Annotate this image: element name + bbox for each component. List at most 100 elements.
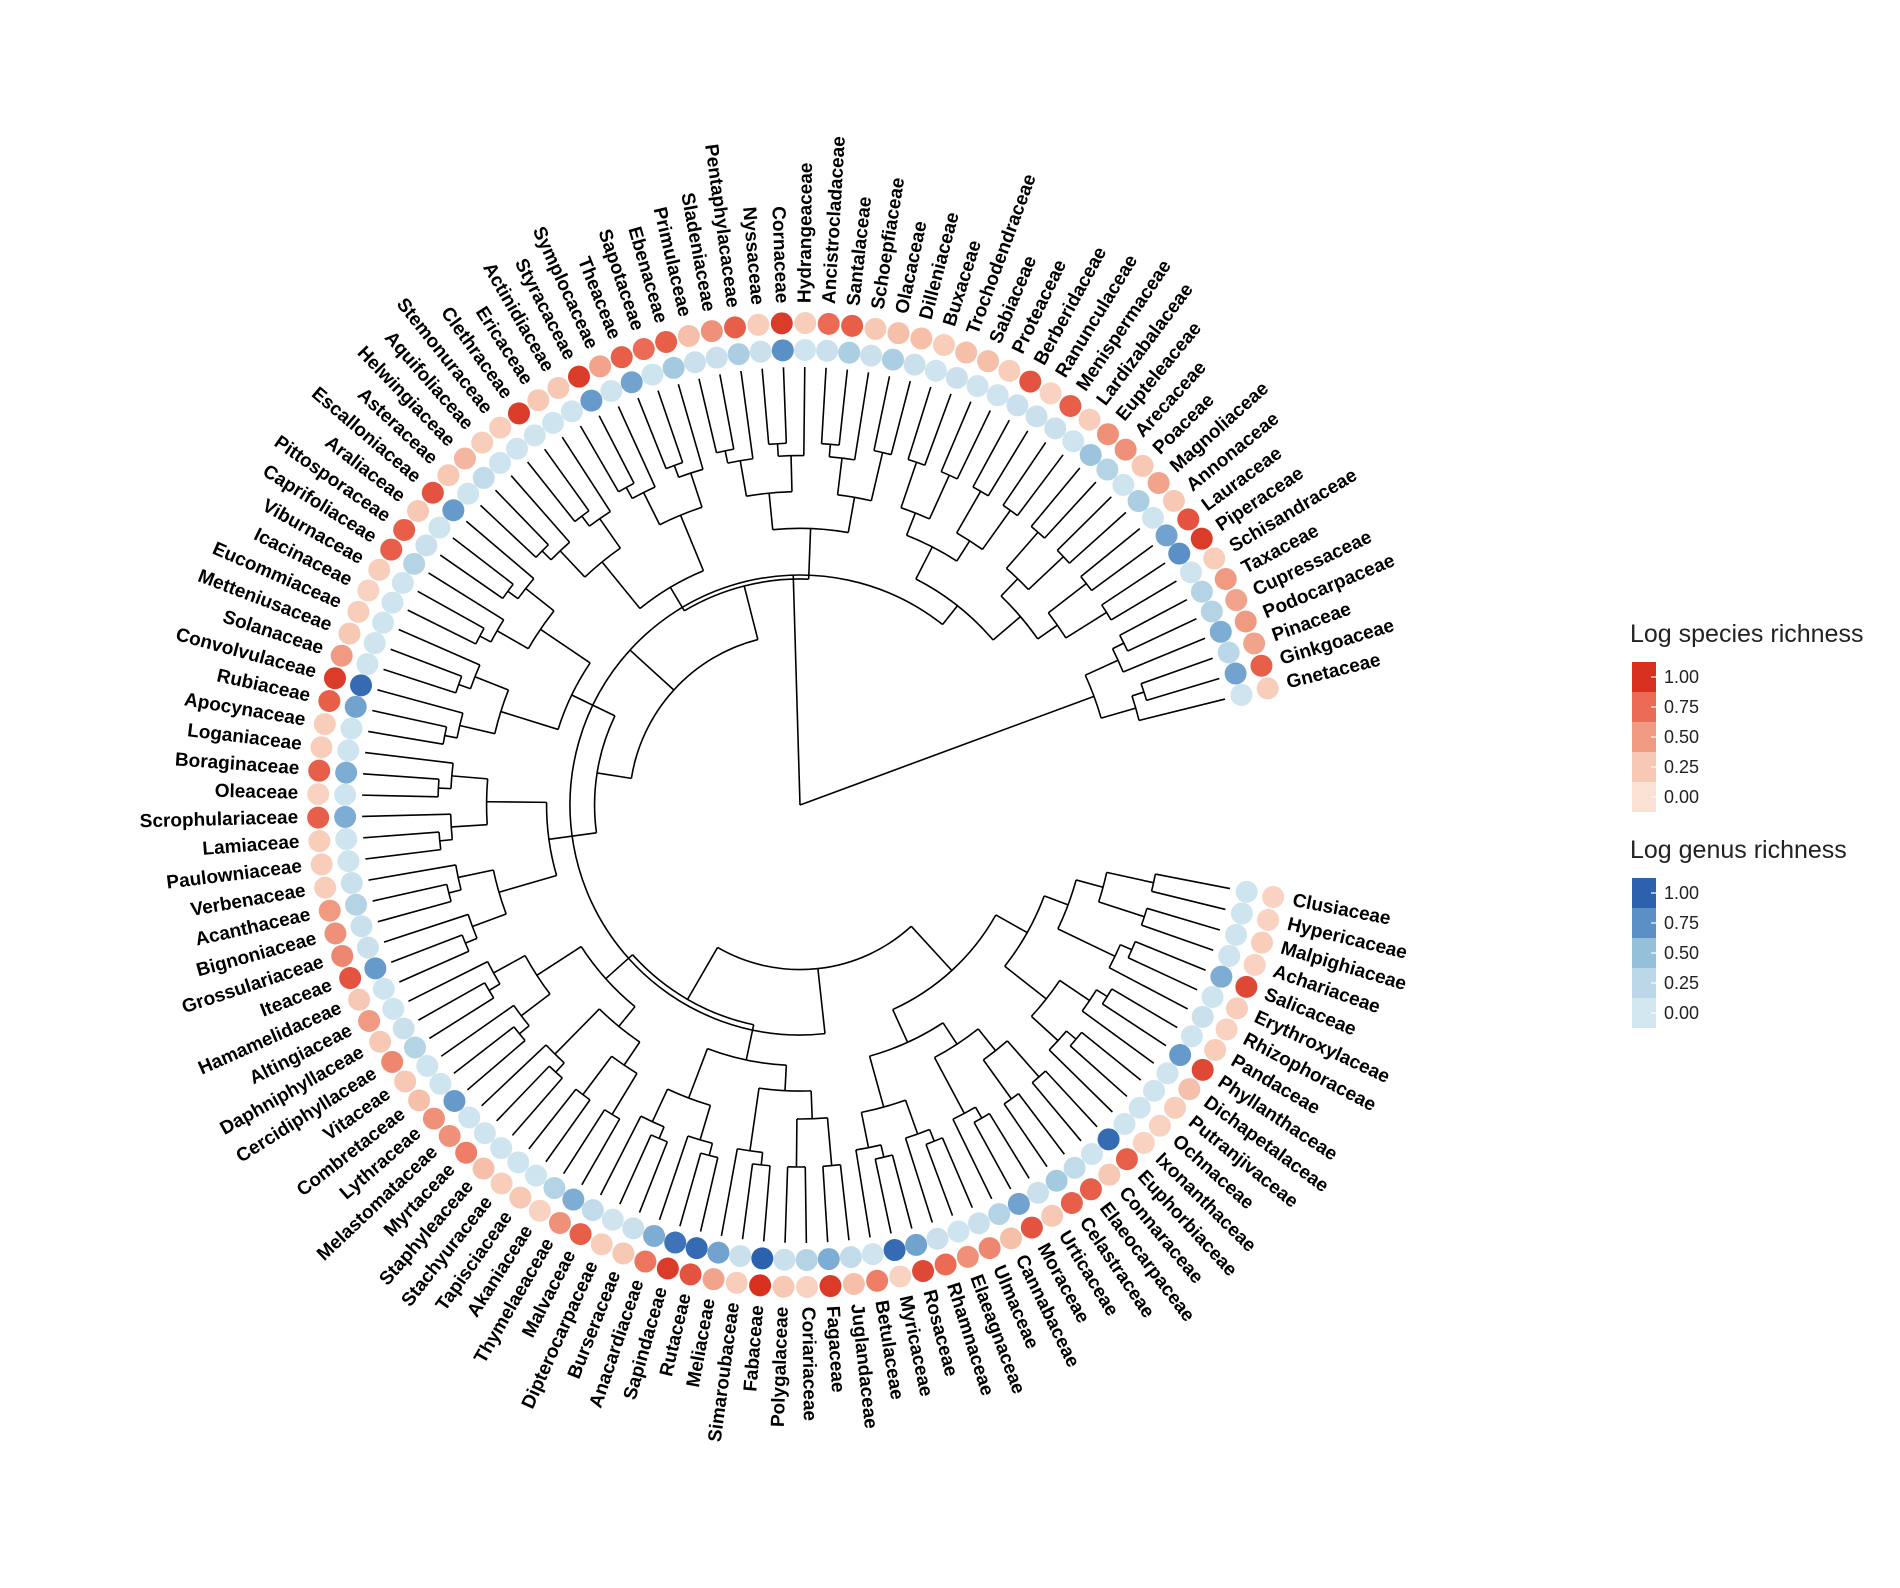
- tree-branch: [459, 724, 495, 735]
- species-richness-dot: [866, 1269, 889, 1292]
- tree-arc: [915, 578, 994, 641]
- species-richness-dot: [1114, 438, 1137, 461]
- species-richness-dot: [1262, 885, 1285, 908]
- tree-branch: [719, 374, 735, 450]
- tree-branch: [776, 443, 780, 457]
- tree-branch: [1151, 890, 1226, 911]
- genus-richness-dot: [472, 466, 495, 489]
- tree-branch: [368, 864, 456, 881]
- tree-arc: [569, 574, 944, 1036]
- tree-branch: [383, 913, 469, 943]
- genus-richness-dot: [685, 1237, 708, 1260]
- species-richness-dot: [1164, 1096, 1187, 1119]
- genus-richness-dot: [793, 339, 816, 362]
- tree-branch: [1004, 965, 1047, 1000]
- genus-richness-dot: [457, 482, 480, 505]
- tree-arc: [821, 442, 840, 446]
- tree-arc: [1069, 1031, 1083, 1047]
- tree-branch: [601, 561, 641, 609]
- tree-arc: [1140, 683, 1148, 701]
- tree-branch: [555, 1062, 565, 1073]
- tree-branch: [761, 368, 770, 445]
- tree-arc: [450, 763, 454, 789]
- species-richness-dot: [567, 365, 590, 388]
- species-richness-dot: [977, 350, 1000, 373]
- species-richness-dot: [339, 967, 362, 990]
- tree-branch: [1110, 580, 1177, 621]
- tree-branch: [457, 869, 494, 879]
- legend-tick-label: 0.50: [1664, 943, 1699, 963]
- species-richness-dot: [1250, 654, 1273, 677]
- legend-tick-label: 0.50: [1664, 727, 1699, 747]
- genus-richness-dot: [1080, 1142, 1103, 1165]
- tree-branch: [510, 475, 571, 543]
- tree-arc: [630, 638, 759, 779]
- tree-branch: [907, 386, 932, 460]
- tree-branch: [1127, 618, 1197, 652]
- genus-richness-dot: [1112, 473, 1135, 496]
- genus-richness-dot: [404, 1036, 427, 1059]
- genus-richness-dot: [684, 351, 707, 374]
- species-richness-dot: [819, 1275, 842, 1298]
- tree-branch: [673, 465, 680, 478]
- tree-branch: [868, 1055, 885, 1108]
- genus-richness-dot: [1155, 524, 1178, 547]
- genus-richness-dot: [643, 1224, 666, 1247]
- species-richness-dot: [956, 1245, 979, 1268]
- genus-richness-dot: [416, 1054, 439, 1077]
- tree-branch: [1000, 578, 1019, 597]
- tree-branch: [1102, 1003, 1167, 1047]
- species-richness-dot: [347, 600, 370, 623]
- species-richness-dot: [318, 899, 341, 922]
- genus-richness-dot: [1007, 1192, 1030, 1215]
- species-richness-dot: [323, 667, 346, 690]
- tree-branch: [739, 460, 748, 497]
- tree-branch: [740, 370, 754, 459]
- tree-branch: [822, 1166, 829, 1243]
- species-richness-dot: [656, 1257, 679, 1280]
- genus-richness-dot: [1006, 394, 1029, 417]
- species-richness-dot: [453, 447, 476, 470]
- tree-branch: [1048, 1049, 1113, 1113]
- tree-branch: [1002, 441, 1047, 506]
- tree-branch: [438, 787, 451, 790]
- tree-branch: [417, 590, 485, 630]
- species-richness-dot: [590, 1233, 613, 1256]
- species-richness-dot: [1162, 489, 1185, 512]
- tree-branch: [1138, 698, 1226, 722]
- tree-branch: [1057, 928, 1116, 958]
- tree-branch: [784, 1065, 788, 1091]
- tree-branch: [418, 982, 486, 1021]
- genus-richness-dot: [1096, 458, 1119, 481]
- tree-branch: [599, 518, 622, 549]
- tree-branch: [853, 372, 870, 460]
- genus-richness-dot: [372, 977, 395, 1000]
- species-richness-dot: [724, 316, 747, 339]
- tree-arc: [956, 532, 983, 551]
- tree-branch: [981, 509, 1011, 550]
- species-richness-dot: [407, 500, 430, 523]
- tree-branch: [987, 430, 1029, 497]
- tree-branch: [363, 831, 440, 839]
- tree-branch: [1119, 598, 1188, 636]
- species-richness-dot: [1131, 454, 1154, 477]
- tree-branch: [486, 800, 547, 804]
- genus-richness-dot: [340, 717, 363, 740]
- genus-richness-dot: [1230, 902, 1253, 925]
- species-richness-dot: [794, 312, 817, 335]
- tree-arc: [778, 454, 804, 458]
- tree-branch: [474, 676, 509, 691]
- genus-richness-dot: [705, 346, 728, 369]
- tree-arc: [1005, 567, 1030, 591]
- tree-arc: [461, 934, 470, 952]
- tree-branch: [904, 1099, 919, 1135]
- genus-richness-dot: [838, 341, 861, 364]
- genus-richness-dot: [344, 695, 367, 718]
- tree-arc: [631, 486, 656, 500]
- tree-branch: [362, 813, 451, 818]
- species-richness-dot: [1059, 394, 1082, 417]
- genus-richness-dot: [749, 340, 772, 363]
- tree-arc: [490, 619, 505, 643]
- tree-arc: [934, 1028, 979, 1059]
- tree-arc: [557, 662, 591, 730]
